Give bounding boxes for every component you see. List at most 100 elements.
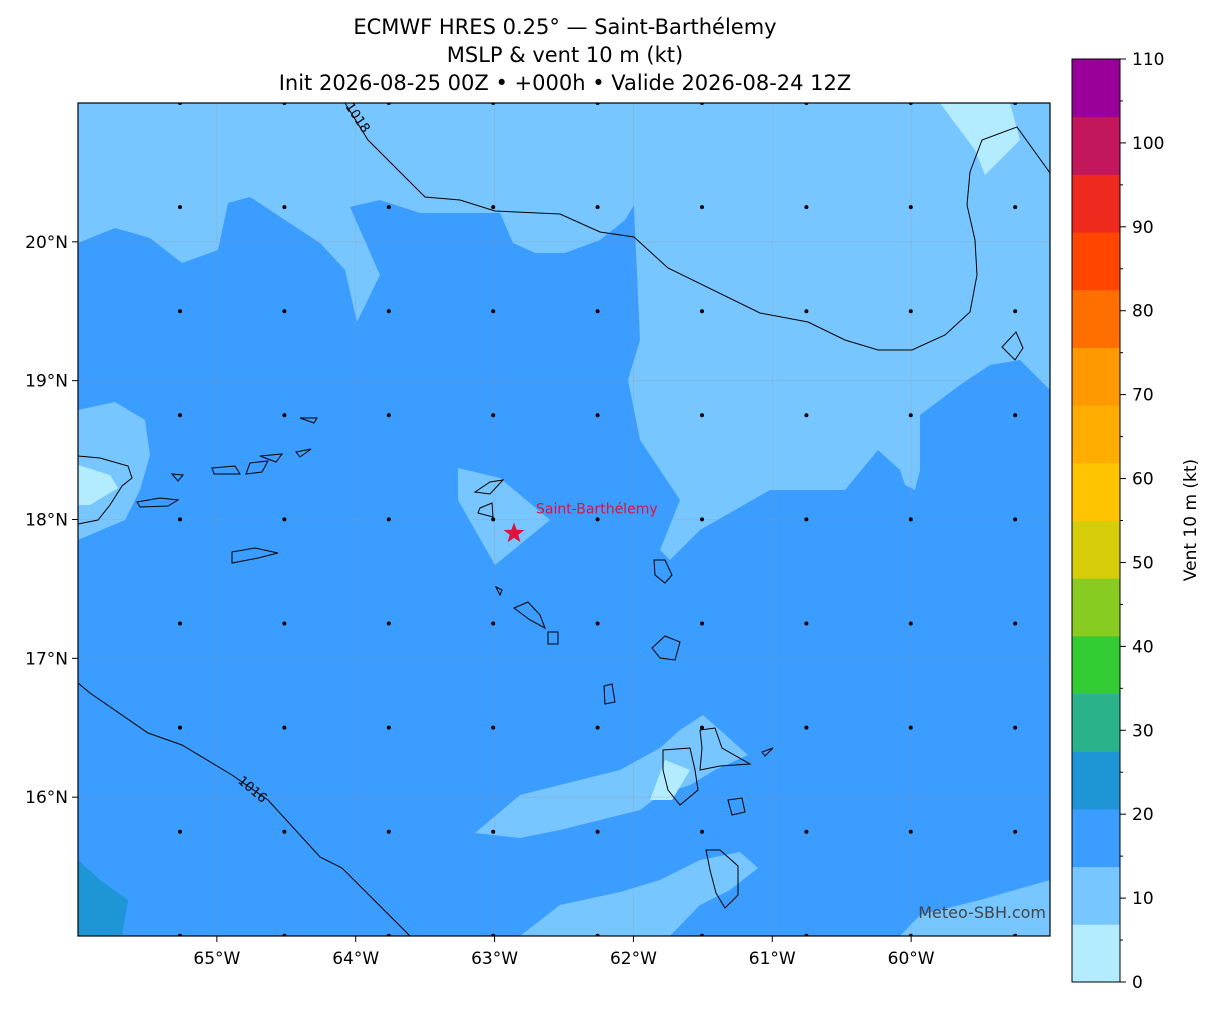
y-tick-label: 18°N — [25, 511, 68, 531]
colorbar-band — [1072, 751, 1120, 810]
wind-marker — [386, 517, 391, 522]
wind-marker — [178, 413, 182, 418]
colorbar-band — [1072, 289, 1120, 348]
wind-marker — [908, 517, 913, 522]
place-label: Saint-Barthélemy — [536, 501, 658, 517]
wind-marker — [804, 725, 809, 730]
wind-marker — [804, 621, 809, 626]
wind-moderate — [78, 860, 128, 936]
x-tick-label: 60°W — [888, 949, 935, 969]
wind-marker — [282, 413, 287, 418]
wind-marker — [700, 621, 704, 626]
wind-marker — [595, 205, 600, 210]
isobar — [78, 682, 411, 936]
y-tick-label: 20°N — [25, 233, 68, 253]
wind-marker — [1013, 309, 1018, 314]
wind-marker — [386, 309, 391, 314]
wind-marker — [1013, 725, 1018, 730]
colorbar-tick-label: 60 — [1132, 470, 1154, 490]
colorbar-tick-label: 90 — [1132, 218, 1154, 238]
place-marker — [503, 522, 525, 543]
wind-marker — [282, 205, 287, 210]
wind-marker — [282, 725, 287, 730]
colorbar-tick-label: 80 — [1132, 302, 1154, 322]
wind-marker — [595, 413, 600, 418]
y-tick-label: 16°N — [25, 788, 68, 808]
wind-marker — [1013, 829, 1018, 834]
wind-marker — [1013, 621, 1018, 626]
colorbar-tick-label: 50 — [1132, 553, 1154, 573]
title-line: MSLP & vent 10 m (kt) — [447, 43, 683, 67]
wind-marker — [178, 829, 182, 834]
wind-marker — [178, 205, 182, 210]
wind-marker — [386, 829, 391, 834]
colorbar-band — [1072, 866, 1120, 925]
coastlines — [78, 331, 1024, 909]
wind-marker — [178, 725, 182, 730]
colorbar-tick-label: 0 — [1132, 973, 1143, 993]
wind-marker — [804, 205, 809, 210]
wind-marker — [491, 205, 496, 210]
wind-marker — [491, 517, 496, 522]
wind-calm — [78, 103, 1020, 800]
wind-marker — [491, 309, 496, 314]
wind-marker — [282, 829, 287, 834]
colorbar-band — [1072, 693, 1120, 752]
isobar — [344, 103, 1050, 351]
x-tick-label: 62°W — [610, 949, 657, 969]
wind-marker — [491, 621, 496, 626]
wind-marker — [386, 413, 391, 418]
wind-marker — [700, 413, 704, 418]
x-tick-label: 63°W — [471, 949, 518, 969]
wind-marker — [700, 309, 704, 314]
wind-marker — [178, 309, 182, 314]
wind-marker — [595, 725, 600, 730]
wind-marker — [700, 725, 704, 730]
wind-marker — [804, 829, 809, 834]
wind-marker — [700, 205, 704, 210]
colorbar-band — [1072, 520, 1120, 579]
colorbar-tick-label: 110 — [1132, 50, 1164, 70]
x-tick-label: 64°W — [332, 949, 379, 969]
colorbar-band — [1072, 578, 1120, 637]
y-tick-label: 17°N — [25, 649, 68, 669]
colorbar-band — [1072, 808, 1120, 868]
wind-light — [78, 103, 1050, 936]
wind-marker — [282, 517, 287, 522]
x-tick-label: 65°W — [193, 949, 240, 969]
wind-marker — [804, 309, 809, 314]
colorbar-band — [1072, 116, 1120, 175]
colorbar-band — [1072, 59, 1120, 118]
wind-marker — [595, 517, 600, 522]
wind-marker — [595, 309, 600, 314]
colorbar-band — [1072, 462, 1120, 521]
wind-marker — [491, 829, 496, 834]
wind-marker — [386, 205, 391, 210]
wind-marker — [178, 517, 182, 522]
wind-marker — [700, 517, 704, 522]
wind-marker — [386, 621, 391, 626]
colorbar-band — [1072, 232, 1120, 291]
title-line: ECMWF HRES 0.25° — Saint-Barthélemy — [353, 15, 776, 39]
wind-marker — [386, 725, 391, 730]
colorbar-label: Vent 10 m (kt) — [1181, 459, 1201, 581]
wind-marker — [282, 621, 287, 626]
colorbar-tick-label: 40 — [1132, 637, 1154, 657]
wind-marker — [908, 621, 913, 626]
wind-marker — [908, 205, 913, 210]
colorbar-band — [1072, 924, 1120, 983]
title-line: Init 2026-08-25 00Z • +000h • Valide 202… — [279, 71, 852, 95]
wind-marker — [282, 309, 287, 314]
colorbar-band — [1072, 174, 1120, 233]
wind-marker — [595, 621, 600, 626]
watermark: Meteo-SBH.com — [918, 903, 1046, 922]
wind-marker — [804, 413, 809, 418]
colorbar-band — [1072, 635, 1120, 695]
wind-marker — [178, 621, 182, 626]
wind-marker — [595, 829, 600, 834]
y-tick-label: 19°N — [25, 372, 68, 392]
colorbar-tick-label: 30 — [1132, 721, 1154, 741]
colorbar-band — [1072, 347, 1120, 406]
colorbar: 0 10 20 30 40 50 60 70 80 90 100 110 — [1071, 50, 1164, 993]
